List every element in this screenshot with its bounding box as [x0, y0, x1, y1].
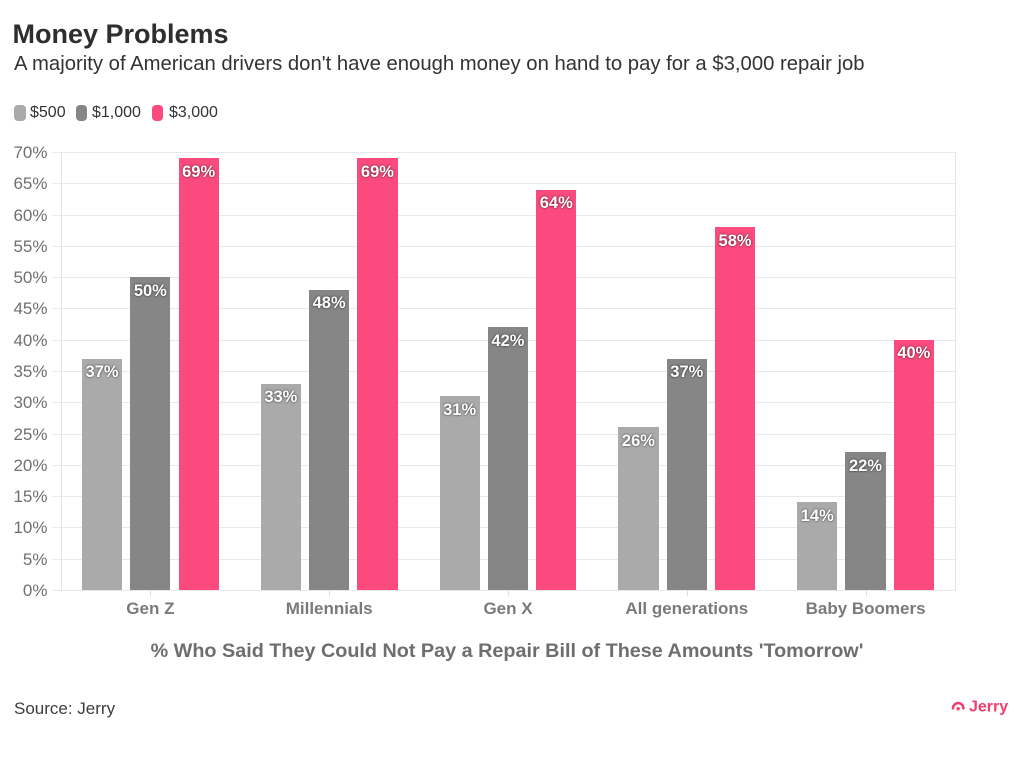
svg-text:Jerry: Jerry	[969, 699, 1008, 716]
